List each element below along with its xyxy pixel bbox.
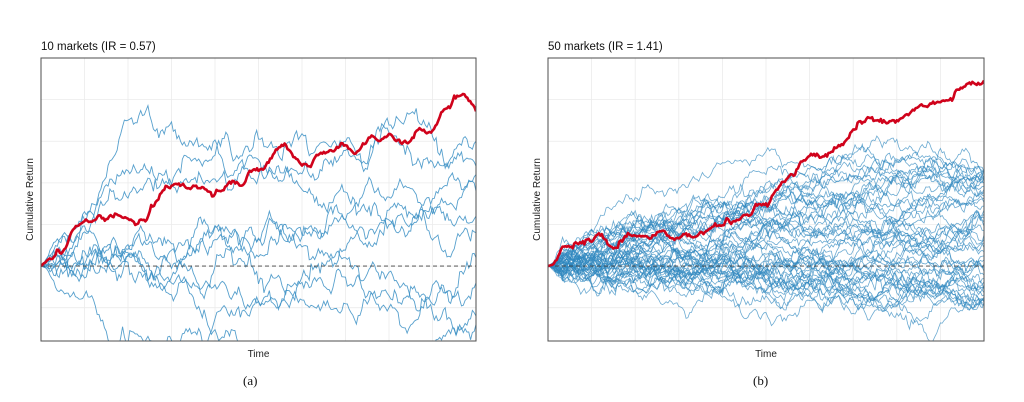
x-axis-label: Time [248,349,270,360]
market-series-line [548,248,984,302]
chart-b: Time Cumulative Return [532,57,985,360]
chart-a: Time Cumulative Return [25,57,477,360]
combined-series-line [548,79,984,268]
market-series-line [548,158,984,277]
chart-title-b: 50 markets (IR = 1.41) [548,41,663,53]
plot-frame [547,57,985,342]
gridlines [41,58,476,341]
market-series-line [548,209,984,296]
market-series-line [548,256,984,321]
market-series-line [548,185,984,275]
market-series-line [548,213,984,270]
market-series-line [548,174,984,267]
market-series-line [548,179,984,282]
chart-title-a: 10 markets (IR = 0.57) [41,41,156,53]
market-series-line [548,259,984,297]
market-series-line [41,122,476,267]
series-group [41,104,476,341]
market-series-line [41,233,476,335]
plot-frame [40,57,477,342]
chart-panel-a: 10 markets (IR = 0.57) Time Cumulative Re… [25,41,477,388]
market-series-line [41,209,476,312]
market-series-line [548,170,984,268]
market-series-line [548,151,984,267]
market-series-line [41,171,476,303]
combined-series-line [41,92,476,267]
market-series-line [548,160,984,268]
x-axis-label: Time [755,349,777,360]
caption-a: (a) [243,373,258,388]
market-series-line [548,158,984,273]
market-series-line [548,263,984,331]
market-series-line [548,161,984,267]
market-series-line [41,265,476,341]
market-series-line [548,147,984,282]
chart-panel-b: 50 markets (IR = 1.41) Time Cumulative Re… [512,0,1024,402]
market-series-line [41,254,476,341]
y-axis-label: Cumulative Return [532,158,543,241]
market-series-line [41,108,476,267]
caption-b: (b) [753,373,769,388]
market-series-line [548,213,984,274]
market-series-line [548,146,984,267]
series-group [548,135,984,341]
market-series-line [41,104,476,267]
market-series-line [548,135,984,267]
market-series-line [548,156,984,271]
market-series-line [548,222,984,311]
market-series-line [548,180,984,289]
y-axis-label: Cumulative Return [25,158,36,241]
